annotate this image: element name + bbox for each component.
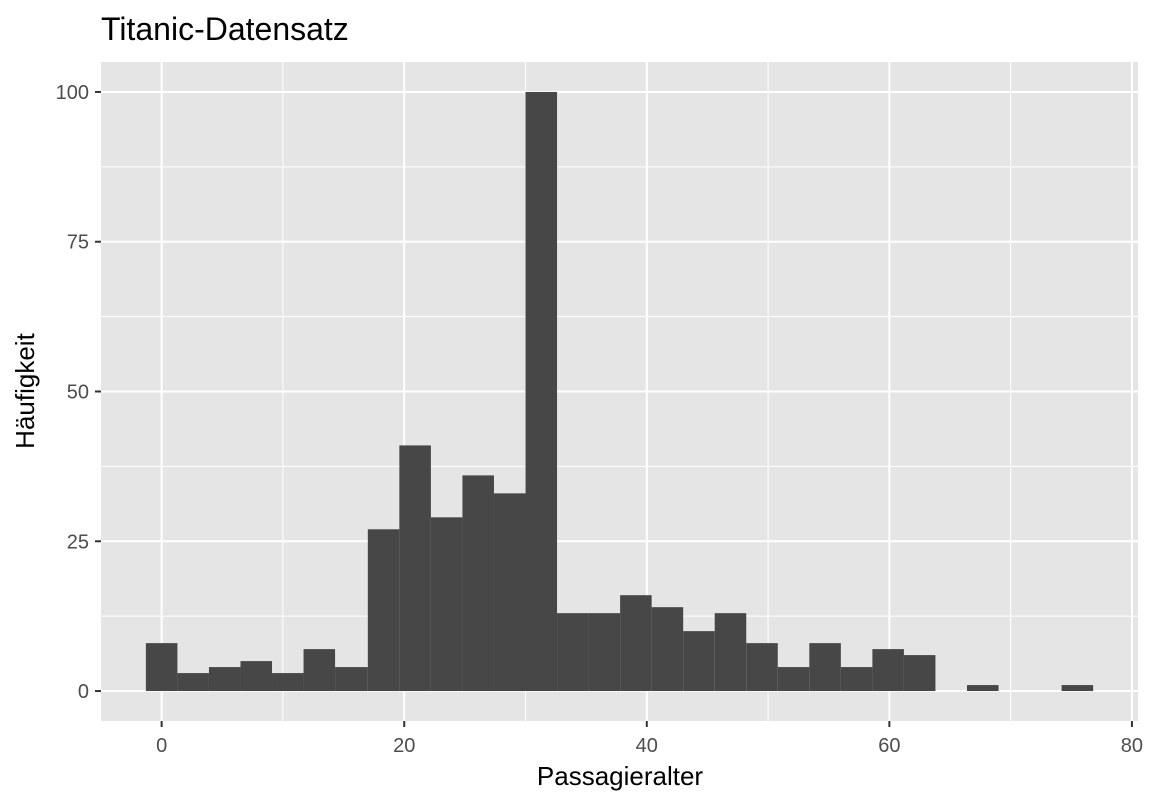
x-tick-label: 0	[156, 735, 167, 757]
x-tick-label: 80	[1121, 735, 1143, 757]
histogram-bar	[430, 517, 463, 692]
x-tick-label: 20	[393, 735, 415, 757]
histogram-bars	[145, 91, 1094, 692]
y-tick-label: 25	[67, 531, 89, 553]
histogram-bar	[177, 673, 209, 692]
histogram-bar	[588, 613, 621, 692]
histogram-bar	[746, 643, 778, 692]
x-axis-title: Passagieralter	[537, 761, 704, 791]
histogram-bar	[240, 661, 273, 692]
y-tick-label: 100	[56, 82, 89, 104]
histogram-bar	[840, 667, 873, 692]
y-tick-label: 0	[78, 681, 89, 703]
histogram-bar	[557, 613, 589, 692]
y-tick-label: 75	[67, 232, 89, 254]
y-tick-label: 50	[67, 382, 89, 404]
histogram-bar	[714, 613, 747, 692]
histogram-bar	[367, 529, 400, 692]
histogram-bar	[683, 631, 715, 692]
y-axis: 0 25 50 75 100	[56, 82, 101, 703]
histogram-bar	[145, 643, 178, 692]
x-tick-label: 60	[878, 735, 900, 757]
histogram-bar	[651, 607, 684, 692]
histogram-bar	[399, 445, 431, 692]
histogram-bar	[525, 91, 558, 692]
histogram-bar	[335, 667, 368, 692]
histogram-bar	[208, 667, 241, 692]
histogram-bar	[1061, 685, 1094, 692]
histogram-bar	[809, 643, 841, 692]
histogram-bar	[903, 655, 936, 692]
histogram-bar	[493, 493, 526, 692]
x-tick-label: 40	[636, 735, 658, 757]
histogram-bar	[303, 649, 336, 692]
histogram-bar	[966, 685, 999, 692]
x-axis: 0 20 40 60 80	[156, 721, 1143, 757]
histogram-bar	[872, 649, 904, 692]
chart-title: Titanic-Datensatz	[101, 11, 349, 47]
y-axis-title: Häufigkeit	[10, 332, 40, 448]
histogram-bar	[620, 595, 652, 692]
histogram-bar	[777, 667, 810, 692]
histogram-bar	[462, 475, 494, 692]
histogram-bar	[272, 673, 304, 692]
